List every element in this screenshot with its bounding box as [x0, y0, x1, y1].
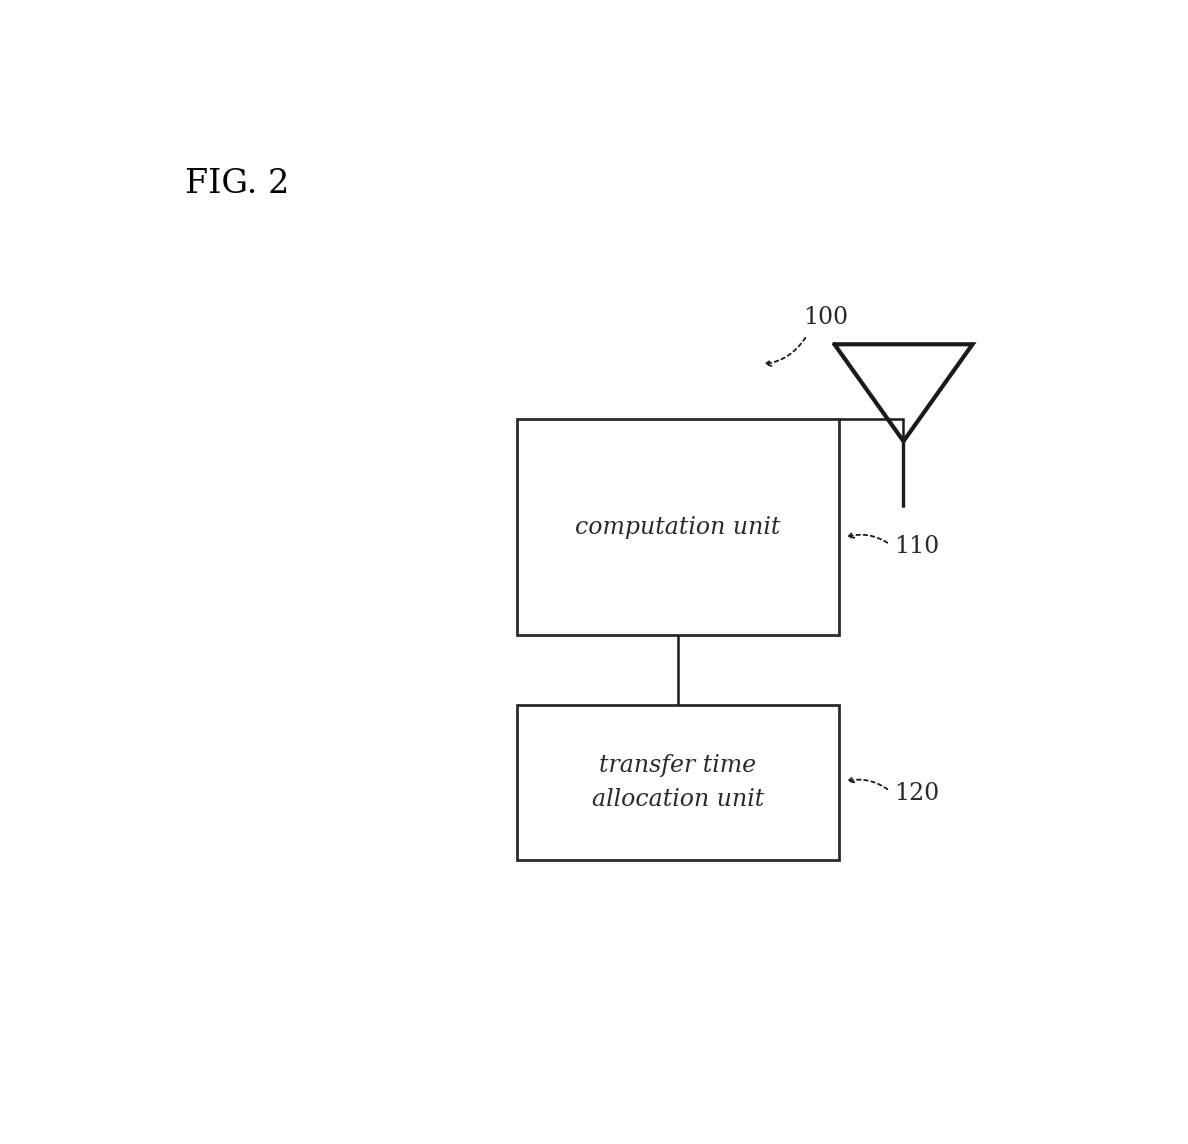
Text: computation unit: computation unit	[575, 516, 781, 539]
Text: FIG. 2: FIG. 2	[185, 168, 290, 200]
Text: 100: 100	[803, 307, 848, 329]
Bar	[517, 419, 839, 635]
Text: 110: 110	[895, 535, 940, 558]
Text: 120: 120	[895, 782, 940, 805]
Text: transfer time
allocation unit: transfer time allocation unit	[592, 754, 764, 811]
Bar	[517, 706, 839, 859]
